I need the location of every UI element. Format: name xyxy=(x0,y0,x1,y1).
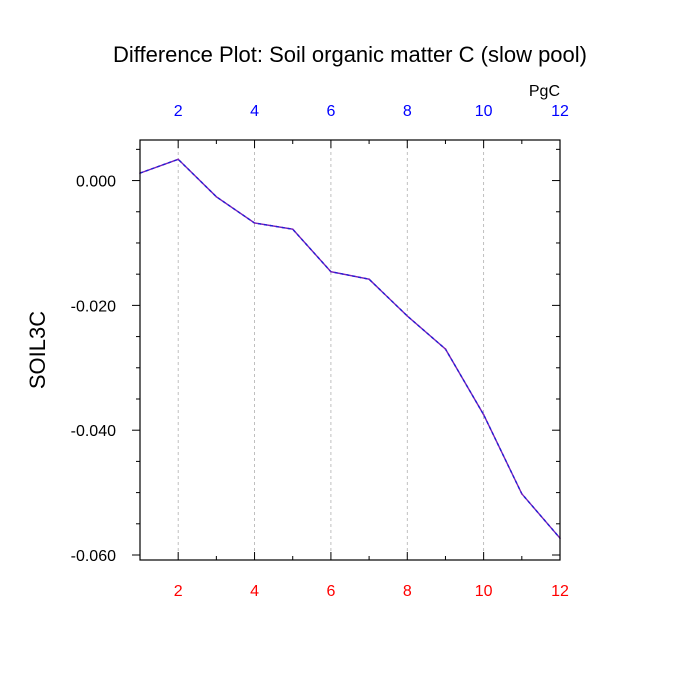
y-tick-label-1: -0.020 xyxy=(71,298,116,315)
data-point-0-3 xyxy=(253,222,256,224)
x-tick-label-top-6: 6 xyxy=(326,103,335,120)
y-tick-label-3: -0.060 xyxy=(71,548,116,565)
top-axis-unit-label: PgC xyxy=(529,83,560,100)
chart-title: Difference Plot: Soil organic matter C (… xyxy=(113,42,587,67)
x-tick-label-bottom-8: 8 xyxy=(403,583,412,600)
x-tick-label-top-10: 10 xyxy=(475,103,493,120)
x-tick-label-top-2: 2 xyxy=(174,103,183,120)
x-tick-label-bottom-12: 12 xyxy=(551,583,569,600)
y-tick-label-0: 0.000 xyxy=(76,174,116,191)
data-point-0-9 xyxy=(482,413,485,416)
series-line-dash-0 xyxy=(139,158,561,539)
y-axis-label: SOIL3C xyxy=(25,311,50,389)
x-tick-label-top-12: 12 xyxy=(551,103,569,120)
plot-frame xyxy=(139,139,561,561)
tick-labels: 2 2 4 4 6 6 8 8 10 10 12 12 0.000 -0.020 -0.040 -0.060 xyxy=(71,103,569,600)
x-tick-label-bottom-4: 4 xyxy=(250,583,259,600)
x-tick-label-bottom-6: 6 xyxy=(326,583,335,600)
data-point-0-6 xyxy=(368,278,370,280)
data-point-0-5 xyxy=(330,270,332,273)
data-point-0-2 xyxy=(215,195,218,198)
y-tick-label-2: -0.040 xyxy=(71,423,116,440)
x-tick-label-top-4: 4 xyxy=(250,103,259,120)
data-point-0-8 xyxy=(444,348,447,350)
x-tick-label-top-8: 8 xyxy=(403,103,412,120)
data-point-0-7 xyxy=(406,315,409,317)
grid-lines xyxy=(177,140,561,560)
x-tick-label-bottom-10: 10 xyxy=(475,583,493,600)
series-lines xyxy=(139,158,561,539)
series-line-0 xyxy=(139,158,561,539)
axis-ticks xyxy=(132,140,561,560)
x-tick-label-bottom-2: 2 xyxy=(174,583,183,600)
data-point-0-4 xyxy=(291,228,294,231)
data-point-0-1 xyxy=(177,158,179,161)
data-point-0-10 xyxy=(521,493,523,495)
